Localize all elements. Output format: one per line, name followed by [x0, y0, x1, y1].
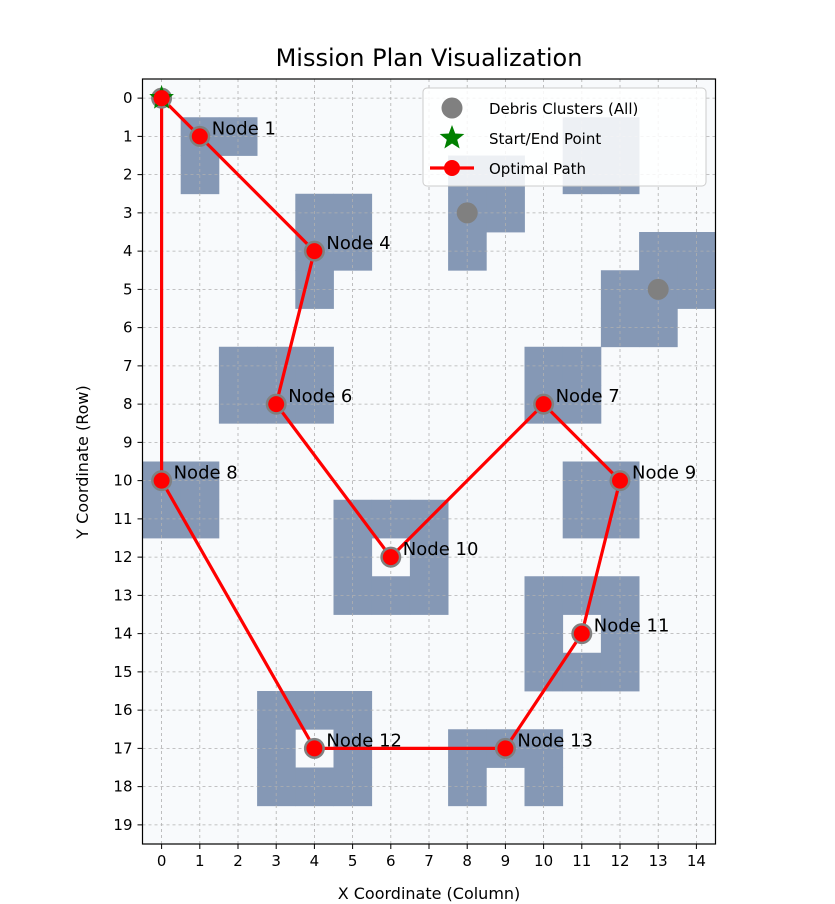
debris-cell	[409, 538, 449, 577]
optimal-path-line	[160, 96, 622, 750]
y-tick-label: 16	[113, 701, 132, 719]
x-tick-label: 5	[348, 852, 358, 870]
x-tick-label: 3	[271, 852, 281, 870]
y-tick-label: 15	[113, 663, 132, 681]
y-tick-label: 17	[113, 739, 132, 757]
path-node-marker	[535, 396, 552, 413]
legend-entry-label: Optimal Path	[489, 160, 586, 178]
y-tick-label: 3	[123, 204, 133, 222]
debris-cluster-point	[456, 202, 478, 224]
path-node-marker	[612, 472, 628, 489]
x-tick-label: 2	[233, 852, 243, 870]
legend-path-marker	[444, 160, 460, 176]
debris-cluster-point	[647, 278, 669, 300]
legend-star-marker	[439, 125, 465, 149]
y-tick-label: 6	[123, 319, 133, 337]
x-tick-label: 11	[572, 852, 591, 870]
path-node-marker	[153, 472, 170, 489]
y-tick-label: 19	[113, 816, 132, 834]
chart-title: Mission Plan Visualization	[276, 44, 583, 72]
node-label: Node 10	[403, 539, 479, 560]
node-label: Node 1	[212, 118, 276, 139]
x-tick-label: 4	[310, 852, 320, 870]
x-tick-label: 7	[424, 852, 434, 870]
node-label: Node 7	[556, 386, 620, 407]
y-tick-label: 4	[123, 242, 133, 260]
path-node-marker	[382, 549, 399, 566]
x-tick-label: 8	[462, 852, 472, 870]
legend-box	[422, 87, 707, 187]
y-tick-label: 5	[123, 280, 133, 298]
y-tick-label: 11	[113, 510, 132, 528]
y-tick-label: 8	[123, 395, 133, 413]
y-tick-label: 13	[113, 586, 132, 604]
x-tick-label: 9	[501, 852, 511, 870]
node-label: Node 12	[326, 730, 402, 751]
y-axis-label: Y Coordinate (Row)	[73, 385, 92, 539]
legend-debris-marker	[441, 97, 463, 119]
node-label: Node 9	[632, 463, 696, 484]
path-node-marker	[306, 243, 323, 260]
x-tick-label: 1	[195, 852, 205, 870]
y-tick-label: 14	[113, 625, 132, 643]
path-node-marker	[573, 625, 590, 642]
node-label: Node 8	[174, 463, 238, 484]
x-tick-label: 14	[687, 852, 706, 870]
x-tick-label: 0	[157, 852, 167, 870]
y-tick-label: 1	[123, 127, 133, 145]
x-tick-label: 10	[534, 852, 553, 870]
x-tick-label: 6	[386, 852, 396, 870]
node-label: Node 13	[517, 730, 593, 751]
x-tick-label: 13	[649, 852, 668, 870]
legend-entry-label: Start/End Point	[489, 130, 601, 148]
y-tick-label: 9	[123, 433, 133, 451]
node-label: Node 11	[594, 616, 670, 637]
path-node-marker	[497, 740, 514, 757]
y-tick-label: 12	[113, 548, 132, 566]
y-tick-label: 18	[113, 778, 132, 796]
legend-entry-label: Debris Clusters (All)	[489, 100, 638, 118]
path-node-marker	[306, 740, 323, 757]
y-tick-label: 10	[113, 472, 132, 490]
y-tick-label: 7	[123, 357, 133, 375]
y-tick-label: 2	[123, 166, 133, 184]
node-label: Node 4	[326, 233, 390, 254]
debris-cell	[295, 346, 334, 386]
node-label: Node 6	[288, 386, 352, 407]
x-axis-label: X Coordinate (Column)	[338, 884, 521, 903]
x-tick-label: 12	[610, 852, 629, 870]
start-node-marker	[153, 90, 170, 107]
y-tick-label: 0	[123, 89, 133, 107]
path-node-marker	[191, 128, 208, 145]
path-node-marker	[268, 396, 285, 413]
